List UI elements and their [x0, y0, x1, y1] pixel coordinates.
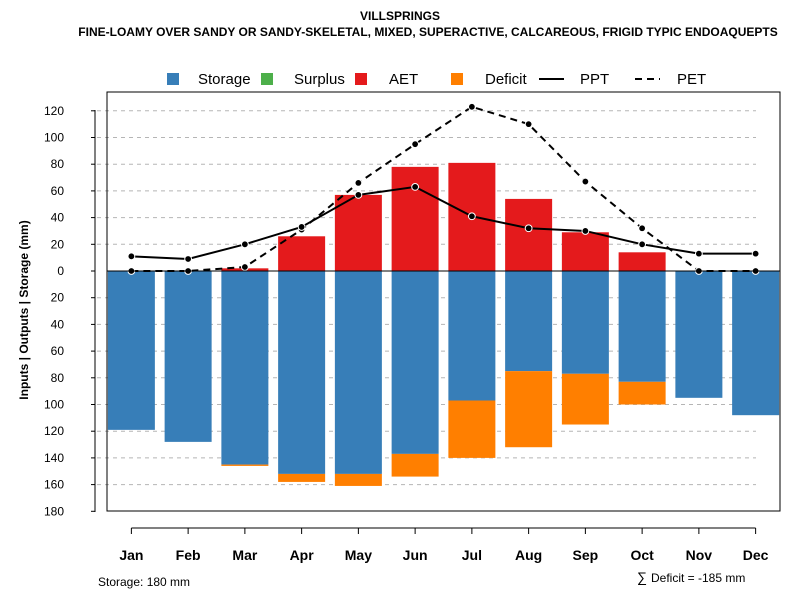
y-tick-label: 80: [51, 371, 65, 385]
deficit-bar: [221, 464, 269, 466]
storage-bar: [561, 271, 609, 374]
legend-swatch: [451, 73, 463, 85]
y-tick-label: 140: [44, 451, 64, 465]
storage-note: Storage: 180 mm: [98, 575, 190, 589]
x-tick-label: Jan: [119, 547, 143, 563]
y-tick-label: 40: [51, 317, 65, 331]
storage-bar: [278, 271, 326, 474]
deficit-bar: [561, 373, 609, 425]
deficit-bar: [505, 371, 553, 448]
storage-bar: [732, 271, 780, 416]
ppt-point: [524, 224, 533, 233]
chart-title: VILLSPRINGS: [360, 9, 440, 23]
axes: 120 100 80 60 40 20 0 20 40 60 80 100 120 140 160 180 Ja…: [44, 91, 781, 563]
legend: Storage Surplus AET Deficit PPT PET: [167, 71, 706, 88]
aet-bar: [505, 198, 553, 271]
pet-point: [467, 102, 476, 111]
x-tick-label: Aug: [515, 547, 542, 563]
x-tick-label: Nov: [686, 547, 713, 563]
y-tick-label: 100: [44, 398, 64, 412]
legend-label: PPT: [580, 71, 609, 88]
y-tick-label: 20: [51, 291, 65, 305]
y-axis-title: Inputs | Outputs | Storage (mm): [17, 220, 31, 399]
x-tick-label: Sep: [573, 547, 599, 563]
x-tick-label: Jun: [403, 547, 428, 563]
ppt-point: [581, 227, 590, 235]
ppt-point: [751, 249, 760, 258]
aet-bar: [334, 194, 382, 271]
x-tick-label: Apr: [290, 547, 315, 563]
x-tick-label: Mar: [232, 547, 257, 563]
deficit-bar: [334, 473, 382, 486]
legend-swatch: [355, 73, 367, 85]
y-tick-label: 120: [44, 104, 64, 118]
aet-bar: [618, 252, 666, 271]
y-tick-label: 180: [44, 504, 64, 518]
legend-label: AET: [389, 71, 418, 88]
ppt-point: [297, 223, 306, 231]
y-tick-label: 80: [51, 157, 65, 171]
pet-point: [411, 140, 420, 149]
storage-bar: [221, 271, 269, 465]
deficit-bar: [448, 400, 496, 458]
ppt-point: [467, 212, 476, 221]
y-tick-label: 100: [44, 131, 64, 145]
x-tick-label: Jul: [462, 547, 482, 563]
pet-point: [240, 263, 249, 271]
ppt-point: [638, 240, 647, 249]
y-tick-label: 160: [44, 478, 64, 492]
storage-bar: [448, 271, 496, 401]
deficit-bar: [391, 453, 439, 477]
aet-bar: [561, 232, 609, 271]
ppt-point: [240, 240, 249, 249]
aet-bar: [278, 236, 326, 271]
deficit-bar: [278, 473, 326, 482]
deficit-bar: [618, 381, 666, 405]
pet-point: [581, 177, 590, 186]
storage-bar: [334, 271, 382, 474]
pet-point: [354, 178, 363, 187]
storage-bar: [675, 271, 723, 398]
sum-symbol: ∑: [637, 569, 647, 585]
x-tick-label: Oct: [630, 547, 654, 563]
ppt-line: [131, 185, 756, 260]
storage-bar: [107, 271, 155, 430]
legend-label: Storage: [198, 71, 251, 88]
ppt-point: [127, 252, 136, 261]
y-tick-label: 20: [51, 237, 65, 251]
pet-point: [638, 224, 647, 233]
pet-line: [131, 105, 756, 272]
storage-bar: [618, 271, 666, 382]
ppt-point: [411, 182, 420, 191]
y-tick-label: 120: [44, 424, 64, 438]
y-tick-label: 40: [51, 211, 65, 225]
storage-bar: [505, 271, 553, 372]
x-tick-label: May: [345, 547, 372, 563]
y-tick-label: 0: [57, 264, 64, 278]
bars: [107, 162, 780, 486]
legend-label: Deficit: [485, 71, 528, 88]
storage-bar: [164, 271, 212, 442]
aet-bar: [391, 166, 439, 271]
chart-subtitle: FINE-LOAMY OVER SANDY OR SANDY-SKELETAL,…: [78, 25, 777, 39]
legend-label: Surplus: [294, 71, 345, 88]
series-lines: [127, 102, 760, 275]
ppt-point: [694, 249, 703, 258]
legend-swatch: [167, 73, 179, 85]
pet-point: [524, 120, 533, 129]
ppt-point: [354, 191, 363, 199]
plot-frame: [106, 91, 781, 512]
legend-swatch: [261, 73, 273, 85]
x-tick-label: Feb: [176, 547, 201, 563]
storage-bar: [391, 271, 439, 454]
legend-label: PET: [677, 71, 706, 88]
x-tick-label: Dec: [743, 547, 769, 563]
y-tick-label: 60: [51, 344, 65, 358]
y-tick-label: 60: [51, 184, 65, 198]
deficit-note: Deficit = -185 mm: [651, 571, 745, 585]
ppt-point: [184, 255, 193, 263]
